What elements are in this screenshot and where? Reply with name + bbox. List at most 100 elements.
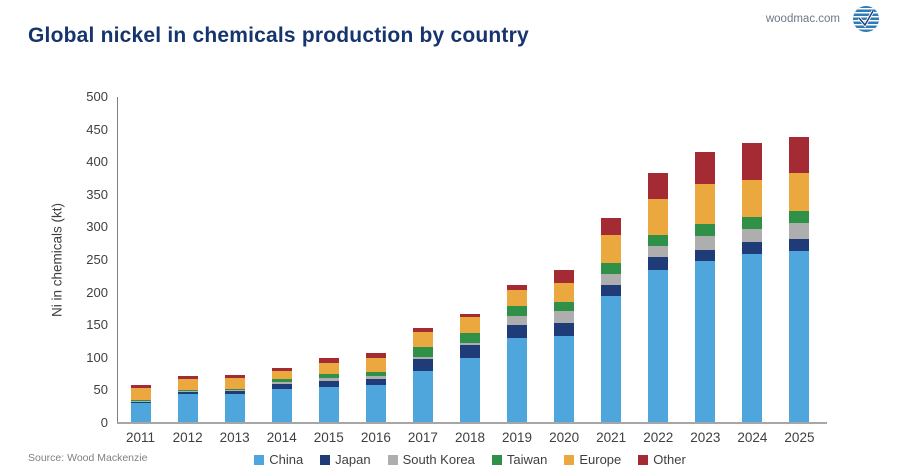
bar-segment-other-2022: [648, 172, 669, 200]
bar-segment-south-korea-2025: [789, 222, 810, 239]
y-tick-label-450: 450: [86, 121, 108, 137]
bar-segment-other-2016: [365, 352, 386, 359]
legend-label-other: Other: [653, 452, 686, 467]
bar-segment-china-2015: [318, 386, 339, 423]
x-axis-label-2025: 2025: [784, 430, 815, 445]
bar-segment-taiwan-2011: [130, 400, 151, 401]
x-axis-label-2018: 2018: [454, 430, 486, 445]
bar-2020: [554, 97, 575, 423]
legend-swatch-europe: [564, 454, 575, 465]
bar-2023: [695, 97, 716, 423]
bar-segment-china-2016: [365, 384, 386, 423]
bar-segment-south-korea-2014: [271, 381, 292, 384]
bar-2014: [271, 97, 292, 423]
legend-swatch-south-korea: [387, 454, 398, 465]
y-tick-label-50: 50: [93, 382, 108, 398]
bar-segment-china-2019: [507, 338, 528, 423]
bar-segment-japan-2017: [412, 359, 433, 371]
x-axis-label-2021: 2021: [596, 430, 627, 445]
bar-segment-europe-2020: [554, 282, 575, 302]
legend-swatch-taiwan: [491, 454, 502, 465]
woodmac-logo-icon: [852, 5, 880, 33]
legend-item-europe: Europe: [564, 452, 621, 467]
legend-swatch-japan: [320, 454, 331, 465]
bar-segment-china-2025: [789, 250, 810, 423]
bar-segment-china-2022: [648, 269, 669, 423]
legend-swatch-other: [638, 454, 649, 465]
x-axis-label-2017: 2017: [407, 430, 438, 445]
bar-segment-europe-2015: [318, 363, 339, 375]
bar-segment-taiwan-2015: [318, 374, 339, 379]
bar-segment-other-2017: [412, 328, 433, 333]
bar-segment-china-2017: [412, 370, 433, 423]
bar-segment-south-korea-2011: [130, 400, 151, 402]
bar-segment-other-2025: [789, 136, 810, 173]
legend-item-other: Other: [638, 452, 686, 467]
bar-2025: [789, 97, 810, 423]
bar-segment-south-korea-2019: [507, 316, 528, 325]
bar-segment-other-2023: [695, 151, 716, 185]
bar-segment-japan-2015: [318, 380, 339, 387]
bar-segment-japan-2020: [554, 322, 575, 337]
bar-2021: [601, 97, 622, 423]
bar-segment-other-2024: [742, 143, 763, 180]
x-axis-label-2015: 2015: [313, 430, 344, 445]
bar-segment-taiwan-2016: [365, 371, 386, 377]
bar-segment-taiwan-2021: [601, 262, 622, 275]
bar-segment-japan-2021: [601, 284, 622, 296]
bar-2013: [224, 97, 245, 423]
bar-segment-europe-2019: [507, 290, 528, 307]
bar-segment-other-2020: [554, 270, 575, 283]
legend-label-japan: Japan: [335, 452, 371, 467]
bar-segment-south-korea-2018: [460, 342, 480, 346]
bar-segment-japan-2023: [695, 249, 716, 262]
bar-segment-taiwan-2018: [460, 333, 480, 343]
bar-segment-europe-2013: [224, 378, 245, 390]
bar-segment-china-2021: [601, 295, 622, 423]
bar-segment-china-2018: [460, 357, 480, 423]
bar-segment-europe-2025: [789, 172, 810, 212]
bar-segment-taiwan-2017: [412, 347, 433, 357]
bar-segment-south-korea-2012: [177, 391, 198, 392]
bar-segment-china-2014: [271, 389, 292, 423]
bar-segment-china-2012: [177, 394, 198, 423]
y-tick-label-350: 350: [86, 186, 108, 202]
bar-segment-europe-2012: [177, 379, 198, 391]
bar-segment-south-korea-2013: [224, 390, 245, 392]
bar-segment-taiwan-2024: [742, 216, 763, 229]
bar-segment-europe-2022: [648, 199, 669, 235]
bar-segment-china-2011: [130, 403, 151, 423]
legend-item-taiwan: Taiwan: [491, 452, 548, 467]
bar-segment-japan-2011: [130, 401, 151, 404]
bar-segment-south-korea-2017: [412, 356, 433, 360]
bar-segment-other-2012: [177, 376, 198, 380]
bar-segment-japan-2019: [507, 324, 528, 339]
x-axis-label-2024: 2024: [737, 430, 768, 445]
legend-swatch-china: [254, 454, 265, 465]
bar-2019: [507, 97, 528, 423]
bar-segment-other-2018: [460, 313, 480, 318]
bar-segment-europe-2017: [412, 332, 433, 348]
bar-segment-japan-2013: [224, 391, 245, 394]
legend-item-china: China: [254, 452, 303, 467]
legend-label-europe: Europe: [579, 452, 622, 467]
bar-2011: [130, 97, 151, 423]
bar-segment-other-2013: [224, 374, 245, 379]
x-axis-label-2023: 2023: [690, 430, 721, 445]
bar-segment-taiwan-2022: [648, 234, 669, 247]
bar-segment-japan-2018: [460, 345, 480, 358]
x-axis-line: [117, 422, 827, 424]
x-axis-label-2013: 2013: [219, 430, 250, 445]
bar-segment-taiwan-2013: [224, 389, 245, 391]
bar-2024: [742, 97, 763, 423]
bar-segment-taiwan-2025: [789, 211, 810, 223]
bar-2015: [318, 97, 339, 423]
bar-segment-china-2024: [742, 254, 763, 423]
bar-segment-other-2015: [318, 357, 339, 364]
x-axis-label-2019: 2019: [502, 430, 533, 445]
woodmac-site-link[interactable]: woodmac.com: [765, 13, 840, 25]
bar-segment-china-2013: [224, 393, 245, 423]
bar-segment-taiwan-2023: [695, 223, 716, 236]
legend-label-taiwan: Taiwan: [506, 452, 548, 467]
bar-segment-south-korea-2023: [695, 235, 716, 250]
